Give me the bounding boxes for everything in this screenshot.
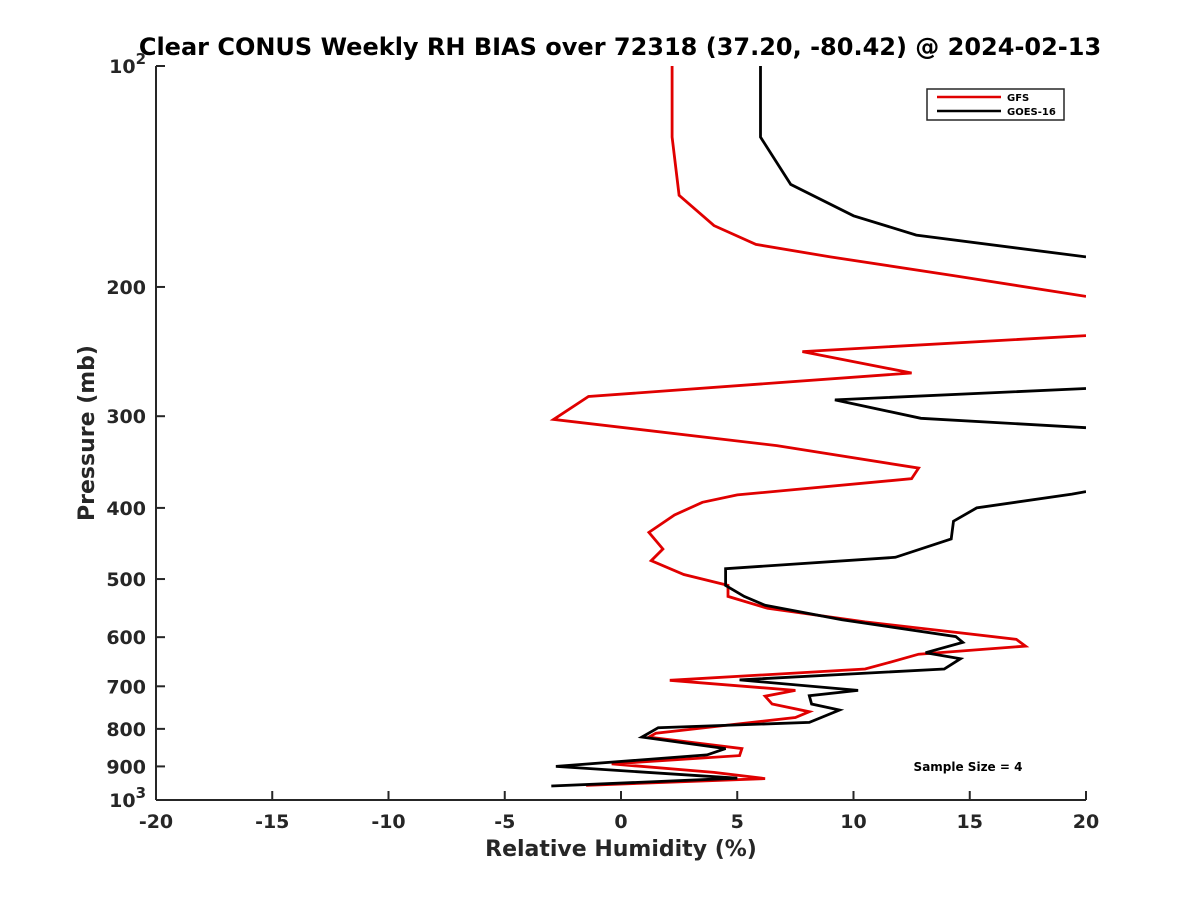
sample-size-annotation: Sample Size = 4 bbox=[914, 760, 1023, 774]
y-tick-label: 800 bbox=[106, 719, 146, 741]
x-tick-label: 5 bbox=[731, 811, 744, 833]
y-tick-label: 900 bbox=[106, 756, 146, 778]
y-tick-label: 500 bbox=[106, 569, 146, 591]
y-tick-label: 102 bbox=[109, 50, 146, 78]
y-tick-label: 600 bbox=[106, 627, 146, 649]
series-layer bbox=[549, 66, 1086, 788]
series-line-goes-16 bbox=[551, 66, 1086, 788]
y-tick-label: 400 bbox=[106, 498, 146, 520]
series-line-gfs bbox=[549, 66, 1086, 787]
axes-layer: -20 -15 -10 -5 0 5 10 15 20 102 200 300 400 500 600 700… bbox=[106, 50, 1099, 833]
x-tick-label: -10 bbox=[371, 811, 405, 833]
x-tick-label: 10 bbox=[840, 811, 866, 833]
x-tick-label: 15 bbox=[957, 811, 983, 833]
x-tick-label: 0 bbox=[614, 811, 627, 833]
x-tick-label: -15 bbox=[255, 811, 289, 833]
y-axis-label: Pressure (mb) bbox=[75, 345, 100, 521]
legend-box bbox=[926, 88, 1065, 121]
legend: GFS GOES-16 bbox=[926, 88, 1065, 121]
x-tick-label: 20 bbox=[1073, 811, 1099, 833]
y-tick-label: 200 bbox=[106, 277, 146, 299]
y-tick-label: 103 bbox=[109, 784, 146, 812]
y-tick-label: 300 bbox=[106, 406, 146, 428]
legend-label-gfs: GFS bbox=[1007, 93, 1029, 104]
x-axis-label: Relative Humidity (%) bbox=[485, 837, 757, 862]
y-tick-label: 700 bbox=[106, 676, 146, 698]
legend-label-goes-16: GOES-16 bbox=[1007, 107, 1056, 118]
chart-title: Clear CONUS Weekly RH BIAS over 72318 (3… bbox=[139, 33, 1101, 61]
x-tick-label: -5 bbox=[494, 811, 515, 833]
x-tick-label: -20 bbox=[139, 811, 173, 833]
